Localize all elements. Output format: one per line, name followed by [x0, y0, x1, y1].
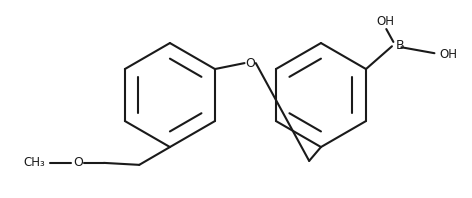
Text: O: O	[245, 57, 255, 70]
Text: B: B	[396, 39, 405, 52]
Text: OH: OH	[439, 48, 457, 61]
Text: CH₃: CH₃	[23, 156, 45, 169]
Text: OH: OH	[377, 15, 395, 28]
Text: O: O	[73, 156, 83, 169]
